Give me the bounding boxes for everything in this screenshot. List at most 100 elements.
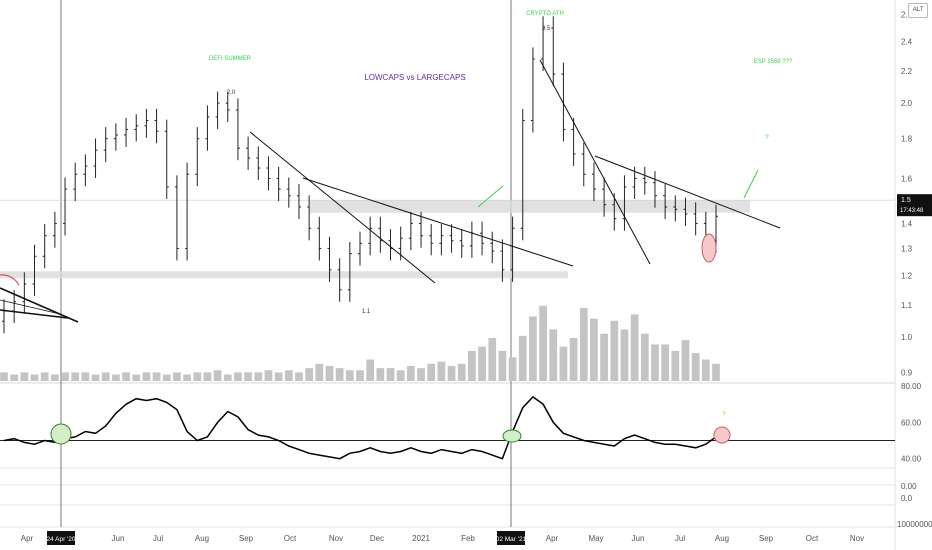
gray-support-zones bbox=[0, 200, 750, 279]
volume-bar bbox=[701, 359, 710, 381]
volume-bar bbox=[142, 372, 151, 381]
trendline bbox=[539, 59, 651, 265]
volume-bar bbox=[325, 365, 334, 381]
volume-bar bbox=[590, 318, 598, 381]
y-tick-label: 1.8 bbox=[901, 135, 913, 144]
alt-button[interactable]: ALT bbox=[908, 3, 928, 18]
lower-tick-label: 0.0 bbox=[901, 494, 913, 503]
volume-bar bbox=[315, 363, 324, 381]
y-tick-label: 1.2 bbox=[901, 271, 913, 280]
volume-bar bbox=[40, 372, 49, 381]
volume-bar bbox=[122, 372, 130, 381]
volume-bar bbox=[91, 374, 100, 381]
volume-bar bbox=[366, 359, 375, 381]
x-tick-label: Feb bbox=[461, 534, 475, 543]
red-circle bbox=[701, 233, 717, 263]
volume-bar bbox=[427, 363, 436, 381]
volume-bar bbox=[183, 374, 191, 381]
volume-bar bbox=[203, 372, 212, 381]
y-tick-label: 1.1 bbox=[901, 301, 913, 310]
volume-bar bbox=[539, 305, 547, 381]
x-tick-label: Oct bbox=[806, 534, 819, 543]
x-tick-label: Nov bbox=[850, 534, 864, 543]
volume-bar bbox=[20, 372, 29, 381]
red-arc bbox=[0, 274, 20, 286]
y-tick-label: 0.9 bbox=[901, 368, 913, 377]
volume-bar bbox=[295, 372, 303, 381]
volume-bar bbox=[10, 374, 19, 381]
volume-bar bbox=[71, 372, 80, 381]
volume-bar bbox=[417, 368, 425, 381]
price-badge-value: 1.5 bbox=[901, 197, 911, 204]
trendline bbox=[594, 155, 781, 229]
rsi-line bbox=[0, 395, 895, 460]
x-tick-label: Jul bbox=[153, 534, 163, 543]
volume-bar bbox=[284, 370, 293, 381]
volume-bar bbox=[681, 340, 690, 381]
annotation-crypto-ath: CRYPTO ATH bbox=[526, 11, 564, 17]
rsi-tick-label: 80.00 bbox=[901, 382, 922, 391]
trendline bbox=[302, 177, 574, 267]
volume-bar bbox=[549, 329, 558, 381]
trendlines bbox=[0, 59, 781, 323]
volume-bar bbox=[61, 372, 69, 381]
volume-bar bbox=[600, 333, 608, 381]
trendline bbox=[0, 309, 69, 319]
annotation-esp: ESP 1559 ??? bbox=[754, 59, 793, 65]
x-tick-label: Sep bbox=[759, 534, 774, 543]
volume-bar bbox=[264, 370, 273, 381]
x-tick-label: Oct bbox=[284, 534, 297, 543]
trendline bbox=[249, 131, 436, 284]
volume-bar bbox=[335, 368, 344, 381]
volume-bar bbox=[437, 361, 446, 381]
volume-bar bbox=[712, 363, 720, 381]
x-tick-label: Jun bbox=[112, 534, 125, 543]
x-tick-label: Apr bbox=[546, 534, 559, 543]
x-tick-label: 02 Mar '21 bbox=[496, 536, 527, 543]
volume-bar bbox=[305, 368, 314, 381]
volume-bar bbox=[498, 350, 507, 381]
volume-bar bbox=[81, 372, 90, 381]
y-tick-label: 1.0 bbox=[901, 333, 913, 342]
trendline bbox=[477, 185, 504, 208]
volume-bar bbox=[559, 346, 568, 381]
x-tick-label: 2021 bbox=[412, 534, 430, 543]
x-tick-label: Jul bbox=[675, 534, 685, 543]
green-circle bbox=[502, 429, 522, 443]
rsi-tick-label: 60.00 bbox=[901, 418, 922, 427]
x-tick-label: May bbox=[588, 534, 603, 543]
y-tick-label: 2.2 bbox=[901, 67, 913, 76]
volume-bars bbox=[0, 305, 720, 381]
annotation-question: ? bbox=[722, 412, 726, 418]
volume-bar bbox=[152, 372, 161, 381]
volume-bar bbox=[356, 370, 364, 381]
volume-bar bbox=[386, 368, 395, 381]
support-zone bbox=[0, 271, 568, 279]
annotation-peak2: 2.5 bbox=[542, 26, 551, 32]
rsi-tick-label: 40.00 bbox=[901, 455, 922, 464]
trendline bbox=[743, 169, 759, 199]
y-tick-label: 2.6 bbox=[901, 11, 913, 20]
price-badge-countdown: 17:43:48 bbox=[900, 208, 924, 214]
volume-bar bbox=[50, 374, 59, 381]
volume-bar bbox=[468, 350, 476, 381]
trendline bbox=[0, 299, 61, 315]
volume-bar bbox=[162, 374, 171, 381]
annotation-low1: 1.1 bbox=[362, 309, 371, 315]
volume-bar bbox=[112, 374, 120, 381]
price-badge bbox=[897, 194, 932, 217]
annotation-peak1: 2.0 bbox=[227, 90, 236, 96]
annotation-question: ? bbox=[765, 135, 769, 141]
y-axis: 2.6 2.4 2.2 2.0 1.8 1.6 1.5 1.4 1.3 1.2 1.1 1.0 0.9 1… bbox=[897, 11, 932, 529]
lower-tick-label: 0.00 bbox=[901, 482, 917, 491]
volume-bar bbox=[30, 374, 39, 381]
x-tick-label: 24 Apr '20 bbox=[46, 536, 75, 543]
volume-bar bbox=[630, 314, 639, 381]
volume-bar bbox=[610, 320, 619, 381]
volume-bar bbox=[396, 370, 405, 381]
volume-bar bbox=[101, 372, 110, 381]
chart-title: LOWCAPS vs LARGECAPS bbox=[364, 73, 465, 82]
volume-bar bbox=[345, 370, 354, 381]
annotations: DEFI SUMMER CRYPTO ATH ESP 1559 ??? LOWCAPS… bbox=[0, 11, 793, 445]
